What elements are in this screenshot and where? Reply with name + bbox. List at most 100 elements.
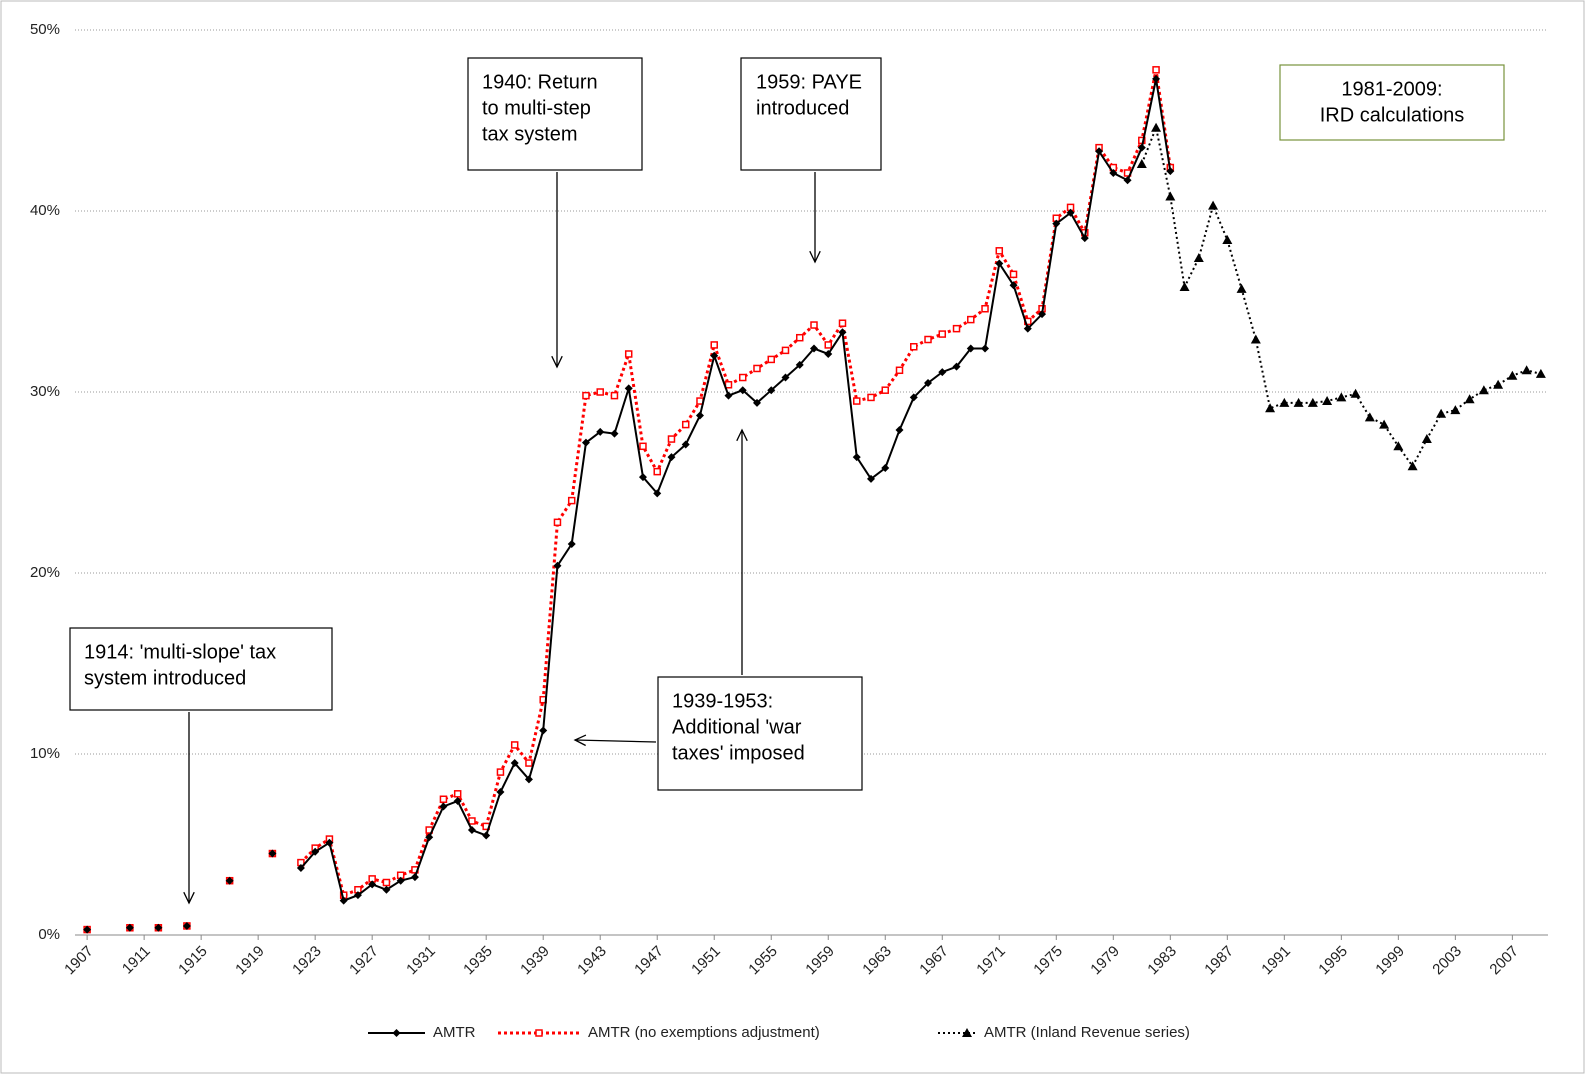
annotation-box: [740, 57, 882, 171]
triangle-marker: [1279, 397, 1290, 407]
triangle-marker: [1307, 397, 1318, 407]
annotation-text: tax system: [482, 123, 578, 145]
square-marker: [981, 304, 989, 313]
diamond-marker: [1095, 147, 1104, 156]
y-tick-label: 40%: [30, 202, 60, 219]
triangle-marker: [1450, 405, 1461, 415]
triangle-marker: [1222, 234, 1233, 244]
diamond-marker: [581, 438, 590, 447]
diamond-marker: [510, 759, 519, 768]
annotation-text: taxes' imposed: [672, 742, 805, 764]
square-marker: [824, 341, 833, 349]
annotation-text: 1981-2009:: [1341, 78, 1442, 100]
arrow-head: [736, 428, 748, 442]
triangle-marker: [1421, 434, 1432, 444]
annotation-text: 1940: Return: [482, 71, 598, 93]
square-marker: [553, 518, 562, 527]
diamond-marker: [439, 802, 448, 811]
diamond-marker: [966, 344, 975, 353]
diamond-marker: [795, 360, 804, 369]
diamond-marker: [1166, 167, 1175, 176]
diamond-marker: [353, 891, 362, 900]
square-marker: [995, 247, 1004, 255]
diamond-marker: [396, 876, 405, 885]
triangle-marker: [1165, 191, 1176, 201]
diamond-marker: [638, 473, 647, 482]
diamond-marker: [909, 393, 918, 402]
triangle-marker: [1436, 408, 1447, 418]
square-marker: [753, 364, 761, 373]
triangle-marker: [1364, 412, 1375, 422]
arrow-head: [809, 250, 821, 264]
annotation-text: 1939-1953:: [672, 690, 773, 712]
diamond-marker: [553, 561, 562, 570]
diamond-marker: [482, 831, 491, 840]
diamond-marker: [325, 838, 334, 847]
diamond-marker: [1137, 143, 1146, 152]
legend-marker: [535, 1029, 543, 1037]
square-marker: [681, 420, 690, 429]
annotation-text: system introduced: [84, 667, 246, 689]
diamond-marker: [824, 349, 833, 358]
square-marker: [496, 768, 505, 776]
triangle-marker: [1407, 461, 1418, 471]
diamond-marker: [425, 833, 434, 842]
square-marker: [952, 324, 961, 333]
triangle-marker: [1336, 392, 1347, 402]
diamond-marker: [1066, 208, 1075, 217]
square-marker: [967, 315, 975, 324]
y-tick-label: 30%: [30, 383, 60, 400]
annotation-box: [1279, 64, 1505, 141]
triangle-marker: [1236, 283, 1247, 293]
diamond-marker: [1080, 234, 1089, 243]
legend-marker: [962, 1028, 972, 1037]
triangle-marker: [1464, 394, 1475, 404]
diamond-marker: [767, 386, 776, 395]
legend-label: AMTR (no exemptions adjustment): [588, 1024, 820, 1041]
y-tick-label: 50%: [30, 21, 60, 38]
square-marker: [895, 366, 904, 375]
annotation-box: [467, 57, 643, 171]
square-marker: [582, 391, 590, 400]
triangle-marker: [1379, 419, 1390, 429]
annotation-text: IRD calculations: [1320, 104, 1465, 126]
diamond-marker: [695, 411, 704, 420]
square-marker: [924, 335, 932, 344]
annotation-text: 1959: PAYE: [756, 71, 862, 93]
diamond-marker: [1123, 176, 1132, 185]
diamond-marker: [667, 453, 676, 462]
legend-marker: [392, 1029, 401, 1037]
diamond-marker: [895, 426, 904, 435]
annotation-box: [69, 627, 333, 711]
diamond-marker: [567, 540, 576, 549]
square-marker: [1009, 270, 1018, 279]
square-marker: [881, 386, 890, 394]
square-marker: [468, 817, 476, 825]
diamond-marker: [83, 925, 92, 934]
diamond-marker: [624, 384, 633, 393]
annotation-box: [657, 676, 863, 791]
diamond-marker: [981, 344, 990, 353]
diamond-marker: [724, 391, 733, 400]
diamond-marker: [268, 849, 277, 858]
diamond-marker: [852, 453, 861, 462]
square-marker: [510, 741, 519, 749]
square-marker: [624, 350, 633, 358]
triangle-marker: [1151, 122, 1162, 132]
diamond-marker: [710, 351, 719, 360]
square-marker: [1152, 66, 1160, 74]
square-marker: [781, 346, 790, 355]
square-marker: [667, 435, 676, 443]
diamond-marker: [182, 921, 191, 930]
diamond-marker: [154, 923, 163, 932]
square-marker: [439, 795, 448, 803]
diamond-marker: [810, 344, 818, 353]
annotation-text: Additional 'war: [672, 716, 802, 738]
arrow-head: [573, 734, 587, 747]
square-marker: [910, 343, 918, 351]
annotation-text: 1914: 'multi-slope' tax: [84, 641, 276, 663]
triangle-marker: [1179, 282, 1190, 292]
triangle-marker: [1293, 397, 1304, 407]
square-marker: [810, 321, 818, 329]
